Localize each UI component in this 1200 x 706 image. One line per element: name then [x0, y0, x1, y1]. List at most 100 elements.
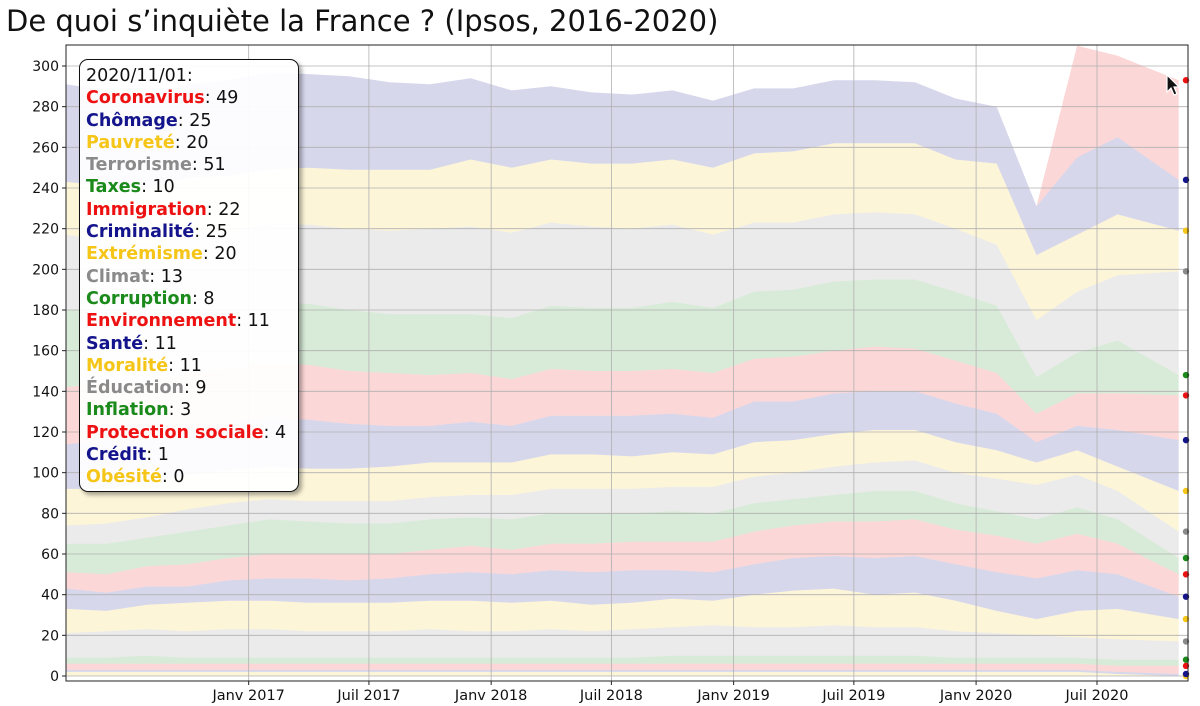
tooltip-series-name: Climat: [86, 266, 150, 287]
tooltip-row: Obésité: 0: [86, 466, 292, 488]
tooltip-series-value: : 11: [168, 355, 202, 376]
y-axis: 0 20 40 60 80 100 120 140 160 180 200 220 240 260 280 3…: [32, 59, 66, 685]
area-inflation[interactable]: [66, 655, 1179, 666]
tooltip-series-value: : 25: [177, 110, 212, 131]
tooltip-row: Corruption: 8: [86, 288, 292, 310]
tooltip-series-value: : 51: [191, 155, 226, 176]
tooltip-series-name: Terrorisme: [86, 155, 192, 176]
area-taxes[interactable]: [66, 279, 1179, 414]
y-tick-label: 220: [32, 222, 59, 238]
tooltip-series-value: : 10: [141, 177, 175, 198]
tooltip-series-name: Inflation: [86, 400, 169, 421]
x-tick-label: Janv 2017: [211, 688, 284, 704]
tooltip-series-name: Moralité: [86, 355, 169, 376]
tooltip-series-value: : 20: [202, 244, 237, 265]
tooltip-series-name: Chômage: [86, 110, 178, 131]
area-moralité[interactable]: [66, 588, 1179, 642]
tooltip-series-name: Environnement: [86, 311, 237, 332]
area-extrémisme[interactable]: [66, 430, 1179, 532]
plot-frame: [65, 44, 1189, 682]
tooltip-row: Crédit: 1: [86, 444, 292, 466]
tooltip-series-value: : 8: [191, 288, 215, 309]
x-tick-label: Juil 2019: [821, 688, 885, 704]
tooltip-series-name: Santé: [86, 333, 144, 354]
tooltip-row: Moralité: 11: [86, 355, 292, 377]
tooltip-series-name: Protection sociale: [86, 422, 264, 443]
tooltip-series-name: Taxes: [86, 177, 142, 198]
tooltip-series-name: Criminalité: [86, 222, 195, 243]
y-tick-label: 240: [32, 181, 59, 197]
tooltip-row: Criminalité: 25: [86, 221, 292, 243]
area-crédit[interactable]: [66, 669, 1179, 676]
tooltip-series-value: : 25: [194, 222, 228, 243]
tooltip-row: Inflation: 3: [86, 399, 292, 421]
tooltip-series-value: : 22: [206, 199, 241, 220]
tooltip-row: Extrémisme: 20: [86, 243, 292, 265]
y-tick-label: 300: [32, 59, 59, 75]
x-tick-label: Janv 2019: [696, 688, 769, 704]
tooltip-row: Protection sociale: 4: [86, 422, 292, 444]
tooltip-series-value: : 11: [143, 333, 177, 354]
y-tick-label: 60: [41, 547, 59, 563]
tooltip-row: Environnement: 11: [86, 310, 292, 332]
area-environnement[interactable]: [66, 519, 1179, 597]
tooltip-series-value: : 13: [149, 266, 183, 287]
area-pauvreté[interactable]: [66, 143, 1179, 321]
y-tick-label: 40: [41, 588, 59, 604]
area-protection-sociale[interactable]: [66, 663, 1179, 674]
x-tick-label: Juil 2018: [579, 688, 643, 704]
y-tick-label: 0: [50, 669, 59, 685]
tooltip-row: Immigration: 22: [86, 199, 292, 221]
tooltip-entries: Coronavirus: 49 Chômage: 25 Pauvreté: 20 Te…: [86, 87, 292, 488]
area-obésité[interactable]: [66, 671, 1179, 676]
tooltip-row: Santé: 11: [86, 333, 292, 355]
area-immigration[interactable]: [66, 346, 1179, 445]
tooltip-series-name: Crédit: [86, 445, 147, 466]
tooltip-series-name: Obésité: [86, 467, 162, 488]
tooltip-row: Éducation: 9: [86, 377, 292, 399]
y-tick-label: 20: [41, 628, 59, 644]
x-axis: Janv 2017 Juil 2017 Janv 2018 Juil 2018 Janv…: [211, 681, 1129, 704]
area-criminalité[interactable]: [66, 391, 1179, 491]
tooltip-series-name: Extrémisme: [86, 244, 203, 265]
area-climat[interactable]: [66, 460, 1179, 559]
tooltip-series-value: : 1: [146, 445, 169, 466]
tooltip-series-name: Corruption: [86, 288, 192, 309]
chart-title: De quoi s’inquiète la France ? (Ipsos, 2…: [6, 4, 719, 38]
x-tick-label: Juil 2017: [336, 688, 400, 704]
tooltip-row: Chômage: 25: [86, 110, 292, 132]
y-tick-label: 180: [32, 303, 59, 319]
y-tick-label: 280: [32, 100, 59, 116]
tooltip-date: 2020/11/01:: [86, 66, 193, 86]
x-tick-label: Janv 2020: [939, 688, 1012, 704]
tooltip-series-value: : 9: [183, 378, 207, 399]
area-terrorisme[interactable]: [66, 212, 1179, 378]
area-corruption[interactable]: [66, 491, 1179, 575]
area-santé[interactable]: [66, 556, 1179, 620]
tooltip-series-value: : 20: [174, 132, 209, 153]
tooltip-series-value: : 4: [263, 422, 287, 443]
y-tick-label: 140: [32, 384, 59, 400]
tooltip-series-name: Coronavirus: [86, 88, 205, 109]
y-tick-label: 260: [32, 140, 59, 156]
y-tick-label: 80: [41, 506, 59, 522]
tooltip-row: Coronavirus: 49: [86, 87, 292, 109]
area-chômage[interactable]: [66, 72, 1179, 256]
tooltip-row: Taxes: 10: [86, 176, 292, 198]
x-tick-label: Juil 2020: [1064, 688, 1128, 704]
tooltip-row: Terrorisme: 51: [86, 154, 292, 176]
area-éducation[interactable]: [66, 625, 1179, 660]
y-tick-label: 120: [32, 425, 59, 441]
y-tick-label: 100: [32, 466, 59, 482]
tooltip-series-name: Éducation: [86, 378, 184, 399]
tooltip-series-value: : 0: [161, 467, 185, 488]
mouse-pointer-icon: [1166, 74, 1181, 96]
tooltip-row: Climat: 13: [86, 266, 292, 288]
tooltip-series-name: Pauvreté: [86, 132, 175, 153]
area-layers: [66, 45, 1179, 676]
tooltip-series-value: : 3: [168, 400, 192, 421]
y-tick-label: 200: [32, 262, 59, 278]
y-tick-label: 160: [32, 344, 59, 360]
hover-tooltip: 2020/11/01: Coronavirus: 49 Chômage: 25 Pa…: [79, 59, 299, 492]
